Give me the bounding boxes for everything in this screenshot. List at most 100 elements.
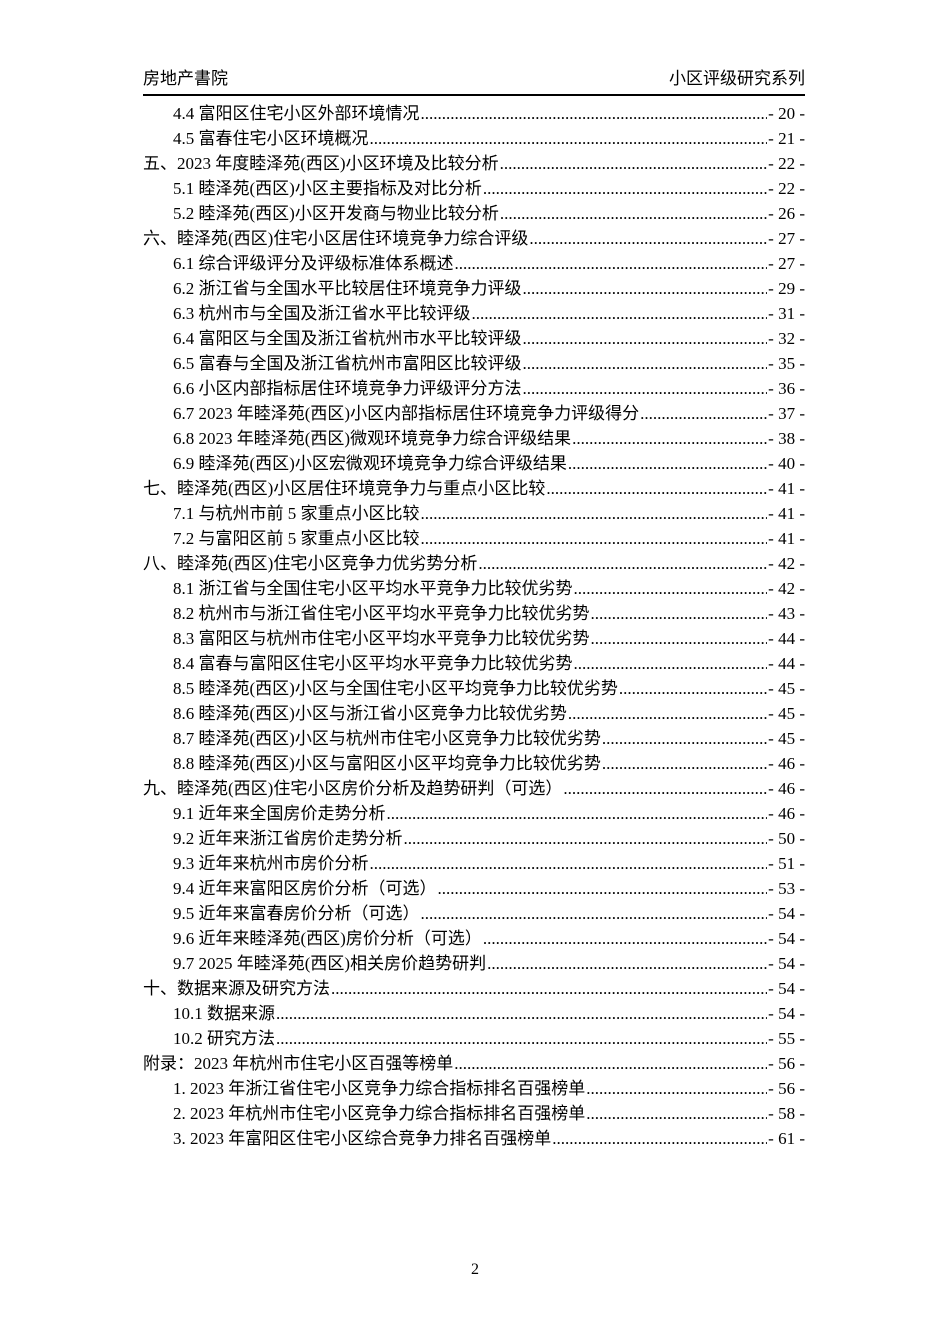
toc-entry-page-number: - 36 - — [768, 379, 805, 398]
toc-entry[interactable]: 附录：2023 年杭州市住宅小区百强等榜单 - 56 - — [143, 1051, 805, 1076]
toc-entry[interactable]: 七、睦泽苑(西区)小区居住环境竞争力与重点小区比较 - 41 - — [143, 476, 805, 501]
toc-entry[interactable]: 6.1 综合评级评分及评级标准体系概述 - 27 - — [143, 251, 805, 276]
toc-entry-page-number: - 46 - — [768, 804, 805, 823]
toc-leader-dots — [640, 401, 767, 426]
toc-entry[interactable]: 8.8 睦泽苑(西区)小区与富阳区小区平均竞争力比较优劣势 - 46 - — [143, 751, 805, 776]
toc-entry[interactable]: 2. 2023 年杭州市住宅小区竞争力综合指标排名百强榜单 - 58 - — [143, 1101, 805, 1126]
toc-entry-title: 九、睦泽苑(西区)住宅小区房价分析及趋势研判（可选） — [143, 779, 563, 798]
footer-page-number: 2 — [471, 1261, 479, 1278]
toc-entry[interactable]: 6.9 睦泽苑(西区)小区宏微观环境竞争力综合评级结果 - 40 - — [143, 451, 805, 476]
toc-entry[interactable]: 6.7 2023 年睦泽苑(西区)小区内部指标居住环境竞争力评级得分 - 37 … — [143, 401, 805, 426]
toc-entry-title: 8.6 睦泽苑(西区)小区与浙江省小区竞争力比较优劣势 — [173, 704, 567, 723]
toc-entry-page-number: - 22 - — [768, 154, 805, 173]
toc-entry[interactable]: 9.3 近年来杭州市房价分析 - 51 - — [143, 851, 805, 876]
toc-entry[interactable]: 3. 2023 年富阳区住宅小区综合竞争力排名百强榜单 - 61 - — [143, 1126, 805, 1151]
toc-entry-title: 八、睦泽苑(西区)住宅小区竞争力优劣势分析 — [143, 554, 478, 573]
toc-entry-title: 6.4 富阳区与全国及浙江省杭州市水平比较评级 — [173, 329, 522, 348]
toc-entry[interactable]: 9.4 近年来富阳区房价分析（可选） - 53 - — [143, 876, 805, 901]
toc-entry-page-number: - 27 - — [768, 254, 805, 273]
toc-entry-title: 8.1 浙江省与全国住宅小区平均水平竞争力比较优劣势 — [173, 579, 573, 598]
toc-entry[interactable]: 8.3 富阳区与杭州市住宅小区平均水平竞争力比较优劣势 - 44 - — [143, 626, 805, 651]
toc-entry[interactable]: 8.2 杭州市与浙江省住宅小区平均水平竞争力比较优劣势 - 43 - — [143, 601, 805, 626]
toc-leader-dots — [523, 276, 768, 301]
toc-entry-title: 1. 2023 年浙江省住宅小区竞争力综合指标排名百强榜单 — [173, 1079, 586, 1098]
toc-entry-title: 七、睦泽苑(西区)小区居住环境竞争力与重点小区比较 — [143, 479, 546, 498]
toc-leader-dots — [331, 976, 767, 1001]
toc-entry-title: 10.1 数据来源 — [173, 1004, 275, 1023]
toc-entry[interactable]: 6.4 富阳区与全国及浙江省杭州市水平比较评级 - 32 - — [143, 326, 805, 351]
toc-entry[interactable]: 4.5 富春住宅小区环境概况 - 21 - — [143, 126, 805, 151]
toc-entry[interactable]: 9.7 2025 年睦泽苑(西区)相关房价趋势研判 - 54 - — [143, 951, 805, 976]
toc-leader-dots — [421, 526, 768, 551]
toc-leader-dots — [387, 801, 768, 826]
toc-entry-page-number: - 56 - — [768, 1054, 805, 1073]
toc-entry[interactable]: 9.5 近年来富春房价分析（可选） - 54 - — [143, 901, 805, 926]
toc-entry[interactable]: 10.1 数据来源 - 54 - — [143, 1001, 805, 1026]
toc-entry[interactable]: 7.1 与杭州市前 5 家重点小区比较 - 41 - — [143, 501, 805, 526]
toc-entry[interactable]: 6.5 富春与全国及浙江省杭州市富阳区比较评级 - 35 - — [143, 351, 805, 376]
toc-entry[interactable]: 八、睦泽苑(西区)住宅小区竞争力优劣势分析 - 42 - — [143, 551, 805, 576]
toc-entry[interactable]: 九、睦泽苑(西区)住宅小区房价分析及趋势研判（可选） - 46 - — [143, 776, 805, 801]
toc-entry-title: 6.8 2023 年睦泽苑(西区)微观环境竞争力综合评级结果 — [173, 429, 572, 448]
toc-leader-dots — [421, 901, 768, 926]
toc-entry[interactable]: 6.8 2023 年睦泽苑(西区)微观环境竞争力综合评级结果 - 38 - — [143, 426, 805, 451]
toc-entry-page-number: - 54 - — [768, 904, 805, 923]
toc-entry-page-number: - 54 - — [768, 1004, 805, 1023]
toc-entry[interactable]: 1. 2023 年浙江省住宅小区竞争力综合指标排名百强榜单 - 56 - — [143, 1076, 805, 1101]
toc-leader-dots — [552, 1126, 767, 1151]
toc-entry[interactable]: 8.1 浙江省与全国住宅小区平均水平竞争力比较优劣势 - 42 - — [143, 576, 805, 601]
toc-entry[interactable]: 五、2023 年度睦泽苑(西区)小区环境及比较分析 - 22 - — [143, 151, 805, 176]
page-footer: 2 — [0, 1261, 950, 1279]
toc-entry-title: 10.2 研究方法 — [173, 1029, 275, 1048]
toc-entry-title: 9.1 近年来全国房价走势分析 — [173, 804, 386, 823]
toc-entry-title: 9.7 2025 年睦泽苑(西区)相关房价趋势研判 — [173, 954, 487, 973]
toc-entry-title: 4.4 富阳区住宅小区外部环境情况 — [173, 104, 420, 123]
toc-entry[interactable]: 6.3 杭州市与全国及浙江省水平比较评级 - 31 - — [143, 301, 805, 326]
toc-entry[interactable]: 9.1 近年来全国房价走势分析 - 46 - — [143, 801, 805, 826]
toc-entry[interactable]: 10.2 研究方法 - 55 - — [143, 1026, 805, 1051]
toc-entry[interactable]: 8.6 睦泽苑(西区)小区与浙江省小区竞争力比较优劣势 - 45 - — [143, 701, 805, 726]
toc-entry-page-number: - 40 - — [768, 454, 805, 473]
toc-entry[interactable]: 7.2 与富阳区前 5 家重点小区比较 - 41 - — [143, 526, 805, 551]
toc-entry[interactable]: 5.1 睦泽苑(西区)小区主要指标及对比分析 - 22 - — [143, 176, 805, 201]
toc-entry-title: 8.3 富阳区与杭州市住宅小区平均水平竞争力比较优劣势 — [173, 629, 590, 648]
toc-entry-page-number: - 46 - — [768, 779, 805, 798]
toc-entry-page-number: - 53 - — [768, 879, 805, 898]
toc-leader-dots — [404, 826, 768, 851]
toc-entry-title: 7.1 与杭州市前 5 家重点小区比较 — [173, 504, 420, 523]
toc-entry-title: 5.1 睦泽苑(西区)小区主要指标及对比分析 — [173, 179, 482, 198]
toc-entry-title: 9.2 近年来浙江省房价走势分析 — [173, 829, 403, 848]
toc-leader-dots — [472, 301, 768, 326]
toc-entry[interactable]: 9.6 近年来睦泽苑(西区)房价分析（可选） - 54 - — [143, 926, 805, 951]
toc-entry-page-number: - 55 - — [768, 1029, 805, 1048]
toc-entry-title: 9.5 近年来富春房价分析（可选） — [173, 904, 420, 923]
toc-entry-title: 9.4 近年来富阳区房价分析（可选） — [173, 879, 437, 898]
toc-leader-dots — [523, 351, 768, 376]
toc-entry-page-number: - 32 - — [768, 329, 805, 348]
toc-entry-title: 6.2 浙江省与全国水平比较居住环境竞争力评级 — [173, 279, 522, 298]
toc-entry[interactable]: 6.2 浙江省与全国水平比较居住环境竞争力评级 - 29 - — [143, 276, 805, 301]
toc-entry-title: 8.2 杭州市与浙江省住宅小区平均水平竞争力比较优劣势 — [173, 604, 590, 623]
toc-entry-title: 6.6 小区内部指标居住环境竞争力评级评分方法 — [173, 379, 522, 398]
toc-entry[interactable]: 9.2 近年来浙江省房价走势分析 - 50 - — [143, 826, 805, 851]
toc-entry[interactable]: 六、睦泽苑(西区)住宅小区居住环境竞争力综合评级 - 27 - — [143, 226, 805, 251]
toc-entry[interactable]: 8.7 睦泽苑(西区)小区与杭州市住宅小区竞争力比较优劣势 - 45 - — [143, 726, 805, 751]
toc-leader-dots — [574, 651, 768, 676]
toc-leader-dots — [370, 126, 768, 151]
toc-leader-dots — [586, 1076, 767, 1101]
toc-entry[interactable]: 5.2 睦泽苑(西区)小区开发商与物业比较分析 - 26 - — [143, 201, 805, 226]
toc-entry-page-number: - 54 - — [768, 929, 805, 948]
toc-entry-title: 十、数据来源及研究方法 — [143, 979, 330, 998]
toc-leader-dots — [421, 101, 768, 126]
toc-entry[interactable]: 8.5 睦泽苑(西区)小区与全国住宅小区平均竞争力比较优劣势 - 45 - — [143, 676, 805, 701]
toc-entry[interactable]: 十、数据来源及研究方法 - 54 - — [143, 976, 805, 1001]
toc-entry-page-number: - 45 - — [768, 704, 805, 723]
toc-entry[interactable]: 8.4 富春与富阳区住宅小区平均水平竞争力比较优劣势 - 44 - — [143, 651, 805, 676]
toc-entry-page-number: - 41 - — [768, 479, 805, 498]
toc-entry-page-number: - 45 - — [768, 729, 805, 748]
toc-leader-dots — [421, 501, 768, 526]
toc-entry[interactable]: 6.6 小区内部指标居住环境竞争力评级评分方法 - 36 - — [143, 376, 805, 401]
toc-entry-page-number: - 43 - — [768, 604, 805, 623]
toc-entry[interactable]: 4.4 富阳区住宅小区外部环境情况 - 20 - — [143, 101, 805, 126]
toc-entry-page-number: - 58 - — [768, 1104, 805, 1123]
